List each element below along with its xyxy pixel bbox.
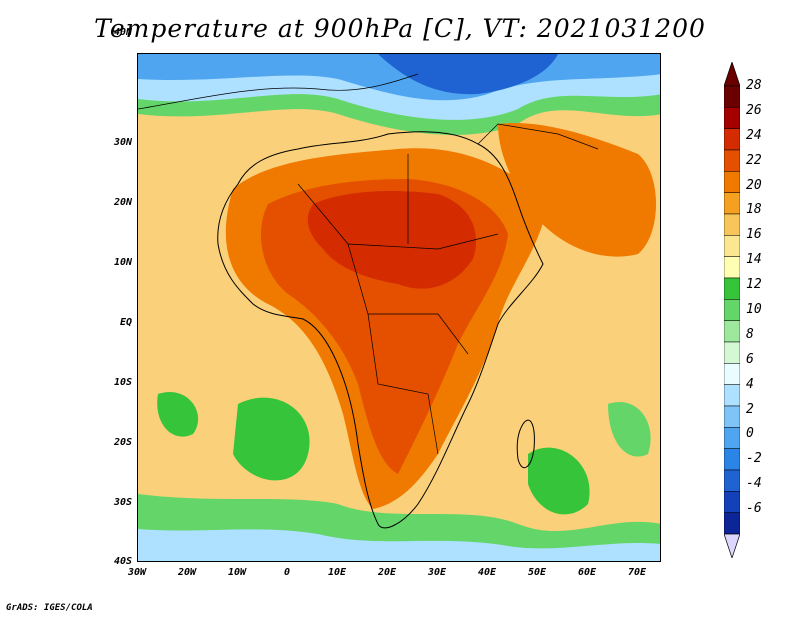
mediterranean-cold [378,54,558,95]
lon-label-9: 60E [577,567,597,578]
lat-label-0: 40N [113,27,132,38]
colorbar-label: -4 [746,476,762,492]
colorbar-segment [724,469,740,492]
lat-label-8: 40S [113,556,132,567]
colorbar [724,62,740,558]
colorbar-segment [724,341,740,364]
colorbar-segment [724,427,740,449]
lon-label-6: 30E [427,567,447,578]
colorbar-segment [724,491,740,513]
colorbar-segment [724,128,740,151]
lon-label-3: 0 [283,567,291,578]
colorbar-label: -6 [746,501,762,517]
lat-label-7: 30S [113,497,132,508]
colorbar-label: 4 [746,376,754,392]
colorbar-label: 10 [746,302,762,317]
lon-label-7: 40E [477,567,497,578]
colorbar-label: 18 [746,202,762,218]
colorbar-segment [724,299,740,321]
border-line-3 [367,313,439,455]
colorbar-segment [724,277,740,300]
colorbar-segment [724,512,740,535]
south-cold-band [138,529,660,561]
europe-coast [138,73,419,110]
lat-label-2: 20N [113,197,132,208]
lon-label-1: 20W [177,567,197,578]
colorbar-label: 20 [746,177,762,193]
colorbar-segment [724,149,740,172]
lat-label-3: 10N [113,257,132,268]
atlantic-green-patch-2 [157,392,199,437]
lon-label-5: 20E [377,567,397,578]
colorbar-label: 24 [746,127,762,143]
africa-coastline [217,131,544,529]
colorbar-label: 14 [746,252,762,268]
colorbar-segment [724,213,740,236]
colorbar-label: -2 [746,451,762,467]
colorbar-bottom-arrow [724,533,740,558]
colorbar-segment [724,171,740,193]
colorbar-label: 26 [746,102,762,118]
lat-label-1: 30N [113,137,132,148]
colorbar-label: 22 [746,152,762,168]
colorbar-segment [724,363,740,385]
colorbar-segment [724,405,740,428]
colorbar-label: 6 [746,351,754,367]
temperature-map [137,53,661,562]
lon-label-10: 70E [627,567,647,578]
lat-label-5: 10S [113,377,132,388]
lon-label-0: 30W [127,567,147,578]
atlantic-green-patch [233,397,310,481]
map-canvas [138,54,660,561]
colorbar-label: 8 [746,326,754,342]
lon-label-4: 10E [327,567,347,578]
colorbar-segment [724,448,740,471]
sahel-hottest [307,191,477,289]
colorbar-label: 2 [746,401,754,417]
colorbar-segment [724,235,740,257]
border-line-5 [477,123,599,150]
colorbar-label: 16 [746,227,762,243]
indian-green-patch [528,447,590,515]
colorbar-segment [724,85,740,108]
colorbar-top-arrow [724,62,740,87]
lat-label-6: 20S [113,437,132,448]
border-line-1 [297,183,499,250]
border-line-2 [347,243,469,355]
credit-text: GrADS: IGES/COLA [6,603,93,613]
madagascar-outline [516,419,535,469]
colorbar-segment [724,256,740,279]
arabia-warm [498,123,656,257]
colorbar-segment [724,192,740,215]
chart-title: Temperature at 900hPa [C], VT: 202103120… [94,14,706,43]
colorbar-label: 0 [746,426,754,442]
lon-label-8: 50E [527,567,547,578]
lon-label-2: 10W [227,567,247,578]
colorbar-segment [724,384,740,407]
colorbar-segments [724,62,740,558]
colorbar-segment [724,320,740,343]
colorbar-segment [724,107,740,129]
lat-label-4: EQ [119,317,132,328]
indian-green-patch-2 [608,402,651,457]
colorbar-label: 12 [746,277,762,293]
colorbar-label: 28 [746,78,762,93]
